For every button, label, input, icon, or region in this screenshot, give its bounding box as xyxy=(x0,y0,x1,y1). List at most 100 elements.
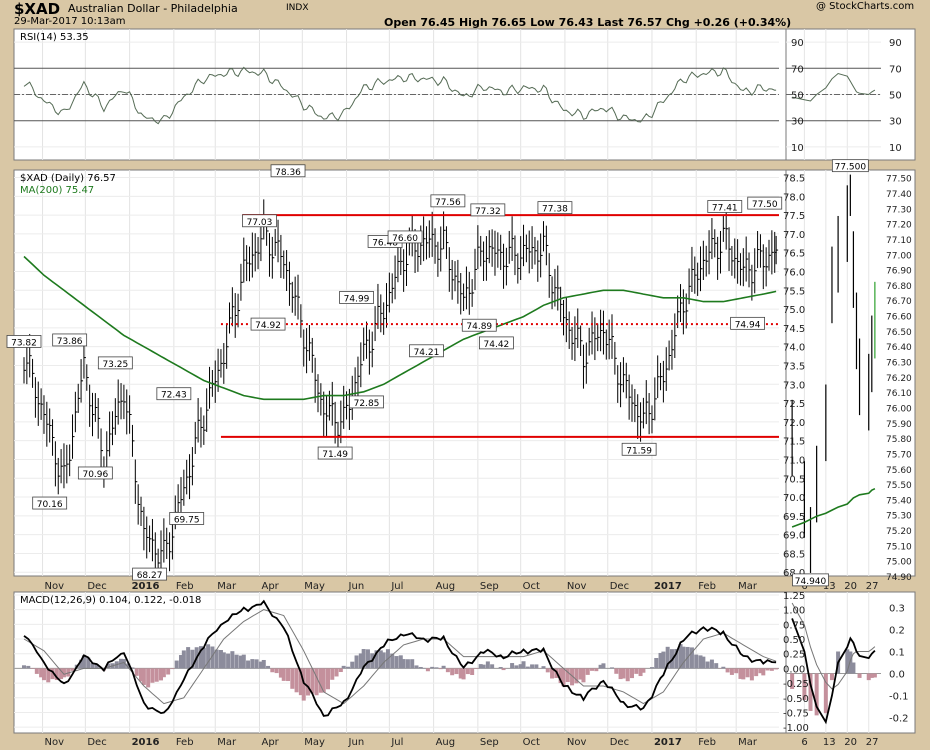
month-label: 2017 xyxy=(654,581,682,592)
macd-tick-label: -0.25 xyxy=(783,679,809,690)
month-label: Mar xyxy=(217,581,237,592)
price-annotation-label: 72.85 xyxy=(354,399,380,409)
macd-histogram-bar xyxy=(661,651,666,669)
price-tick-label: 70.0 xyxy=(783,493,805,504)
price-annotation-box xyxy=(169,512,205,525)
macd-histogram-bar xyxy=(381,652,386,669)
macd-inset-tick-label: 0.1 xyxy=(889,647,905,658)
price-tick-label: 75.5 xyxy=(783,286,805,297)
inset-price-tick-label: 76.60 xyxy=(886,313,912,323)
macd-histogram-bar xyxy=(146,668,151,688)
rsi-tick-label: 90 xyxy=(791,38,804,49)
macd-histogram-bar xyxy=(458,668,463,679)
rsi-tick-label: 70 xyxy=(791,64,804,75)
month-label: Feb xyxy=(176,581,194,592)
price-tick-label: 76.5 xyxy=(783,249,805,260)
macd-histogram-bar xyxy=(358,653,363,669)
macd-histogram-bar xyxy=(186,647,191,669)
macd-histogram-bar xyxy=(50,668,55,680)
price-annotation-box xyxy=(6,335,42,348)
macd-inset-tick-label: 0.2 xyxy=(889,625,905,636)
inset-macd-histogram-bar xyxy=(851,662,856,674)
macd-inset-tick-label: -0.2 xyxy=(889,714,909,725)
price-annotation-box xyxy=(32,496,68,510)
day-label: 13 xyxy=(823,737,836,748)
inset-macd-histogram-bar xyxy=(802,673,807,700)
month-label: 2016 xyxy=(132,581,160,592)
macd-tick-label: -0.75 xyxy=(783,708,809,719)
inset-price-tick-label: 75.70 xyxy=(886,450,912,460)
month-label: Jul xyxy=(390,737,403,748)
inset-macd-histogram-bar xyxy=(823,673,828,714)
macd-histogram-bar xyxy=(550,668,555,679)
price-tick-label: 71.5 xyxy=(783,437,805,448)
macd-histogram-bar xyxy=(261,659,266,669)
macd-histogram-bar xyxy=(294,668,299,693)
macd-histogram-bar xyxy=(86,657,91,669)
price-tick-label: 74.5 xyxy=(783,324,805,335)
price-annotation-box xyxy=(339,291,374,304)
macd-histogram-bar xyxy=(345,666,350,669)
macd-histogram-bar xyxy=(514,665,519,669)
macd-histogram-bar xyxy=(510,663,515,669)
macd-inset-tick-label: -0.1 xyxy=(889,692,909,703)
price-tick-label: 78.0 xyxy=(783,192,805,203)
macd-tick-label: -1.00 xyxy=(783,723,809,734)
macd-histogram-bar xyxy=(454,668,459,675)
price-annotation-label: 74.89 xyxy=(466,322,492,332)
macd-histogram-bar xyxy=(230,651,235,669)
inset-macd-histogram-bar xyxy=(808,673,813,711)
price-tick-label: 69.5 xyxy=(783,512,805,523)
macd-histogram-bar xyxy=(578,668,583,680)
price-tick-label: 77.0 xyxy=(783,230,805,241)
price-annotation-box xyxy=(132,567,167,581)
macd-histogram-bar xyxy=(521,661,526,669)
price-annotation-label: 76.48 xyxy=(372,238,398,248)
price-annotation-label: 77.38 xyxy=(542,205,568,215)
inset-macd-histogram-bar xyxy=(814,673,819,716)
macd-histogram-bar xyxy=(181,650,186,669)
price-tick-label: 72.5 xyxy=(783,399,805,410)
macd-histogram-bar xyxy=(658,652,663,669)
macd-histogram-bar xyxy=(141,668,146,685)
month-label: Nov xyxy=(567,581,587,592)
month-label: Aug xyxy=(436,737,456,748)
price-tick-label: 68.5 xyxy=(783,549,805,560)
month-label: Jun xyxy=(348,737,365,748)
price-annotation-box xyxy=(537,201,573,215)
macd-histogram-bar xyxy=(545,668,550,673)
macd-histogram-bar xyxy=(321,668,326,693)
macd-histogram-bar xyxy=(41,668,46,681)
macd-histogram-bar xyxy=(769,668,774,671)
macd-histogram-bar xyxy=(258,661,263,669)
price-annotation-box xyxy=(250,317,286,331)
macd-histogram-bar xyxy=(130,667,135,669)
price-tick-label: 77.5 xyxy=(783,211,805,222)
macd-histogram-bar xyxy=(354,655,359,669)
price-annotation-label: 72.43 xyxy=(161,391,187,401)
inset-price-tick-label: 75.00 xyxy=(886,558,912,568)
price-tick-label: 78.5 xyxy=(783,174,805,185)
inset-macd-signal xyxy=(791,602,876,690)
macd-tick-label: 0.25 xyxy=(783,650,805,661)
inset-price-tick-label: 77.40 xyxy=(886,190,912,200)
price-annotation-label: 70.96 xyxy=(82,470,108,480)
macd-histogram-bar xyxy=(534,664,539,669)
price-annotation-label: 70.16 xyxy=(37,500,63,510)
macd-histogram-bar xyxy=(241,654,246,669)
macd-histogram-bar xyxy=(498,667,503,669)
month-label: Nov xyxy=(45,581,65,592)
macd-histogram-bar xyxy=(474,668,479,670)
ma-line xyxy=(23,255,777,401)
macd-histogram-bar xyxy=(758,668,763,674)
month-label: Sep xyxy=(480,737,499,748)
macd-histogram-bar xyxy=(206,644,211,669)
macd-histogram-bar xyxy=(374,650,379,669)
month-label: May xyxy=(304,737,325,748)
price-annotation-label: 71.59 xyxy=(626,446,652,456)
macd-histogram-bar xyxy=(350,661,355,669)
macd-histogram-bar xyxy=(34,668,39,674)
day-label: 20 xyxy=(844,737,857,748)
macd-tick-label: 0.50 xyxy=(783,635,805,646)
